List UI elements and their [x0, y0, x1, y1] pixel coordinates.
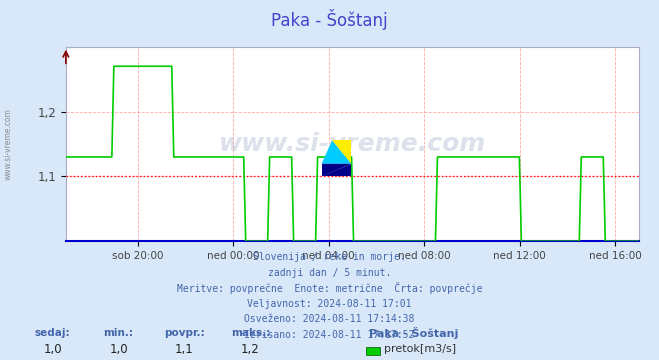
Text: pretok[m3/s]: pretok[m3/s]	[384, 344, 455, 354]
Text: Veljavnost: 2024-08-11 17:01: Veljavnost: 2024-08-11 17:01	[247, 299, 412, 309]
Text: www.si-vreme.com: www.si-vreme.com	[219, 132, 486, 156]
Polygon shape	[322, 164, 351, 176]
Text: 1,0: 1,0	[109, 343, 128, 356]
Text: 1,1: 1,1	[175, 343, 194, 356]
Text: 1,2: 1,2	[241, 343, 260, 356]
Polygon shape	[332, 140, 351, 164]
Text: Paka - Šoštanj: Paka - Šoštanj	[272, 9, 387, 30]
Text: povpr.:: povpr.:	[164, 328, 205, 338]
Text: Izrisano: 2024-08-11 17:17:52: Izrisano: 2024-08-11 17:17:52	[244, 330, 415, 340]
Text: Meritve: povprečne  Enote: metrične  Črta: povprečje: Meritve: povprečne Enote: metrične Črta:…	[177, 282, 482, 294]
Text: Slovenija / reke in morje.: Slovenija / reke in morje.	[253, 252, 406, 262]
Text: Osveženo: 2024-08-11 17:14:38: Osveženo: 2024-08-11 17:14:38	[244, 314, 415, 324]
Text: 1,0: 1,0	[43, 343, 62, 356]
Text: min.:: min.:	[103, 328, 134, 338]
Polygon shape	[322, 140, 351, 164]
Text: www.si-vreme.com: www.si-vreme.com	[3, 108, 13, 180]
Text: zadnji dan / 5 minut.: zadnji dan / 5 minut.	[268, 268, 391, 278]
Text: Paka - Šoštanj: Paka - Šoštanj	[369, 327, 459, 339]
Text: maks.:: maks.:	[231, 328, 270, 338]
Text: sedaj:: sedaj:	[35, 328, 71, 338]
Polygon shape	[322, 164, 351, 176]
